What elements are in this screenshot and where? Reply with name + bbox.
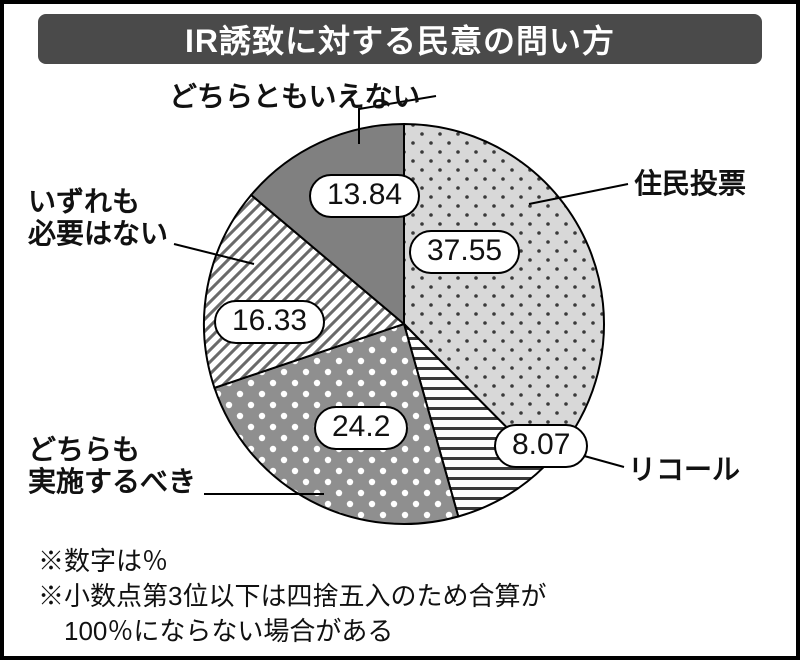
- footnote-2: ※小数点第3位以下は四捨五入のため合算が 100％にならない場合がある: [38, 579, 776, 649]
- value-bubble-both: 24.2: [314, 406, 408, 450]
- slice-label-referendum: 住民投票: [634, 168, 746, 200]
- footnote-1: ※数字は％: [38, 544, 776, 579]
- slice-label-neither: どちらともいえない: [169, 81, 420, 113]
- slice-label-both: どちらも実施するべき: [28, 434, 196, 498]
- chart-frame: IR誘致に対する民意の問い方 37.: [0, 0, 800, 660]
- value-bubble-none: 16.33: [214, 300, 325, 344]
- slice-label-recall: リコール: [628, 454, 740, 486]
- value-bubble-referendum: 37.55: [409, 230, 520, 274]
- value-bubble-recall: 8.07: [494, 424, 588, 468]
- value-bubble-neither: 13.84: [309, 174, 420, 218]
- slice-label-none: いずれも必要はない: [28, 186, 168, 250]
